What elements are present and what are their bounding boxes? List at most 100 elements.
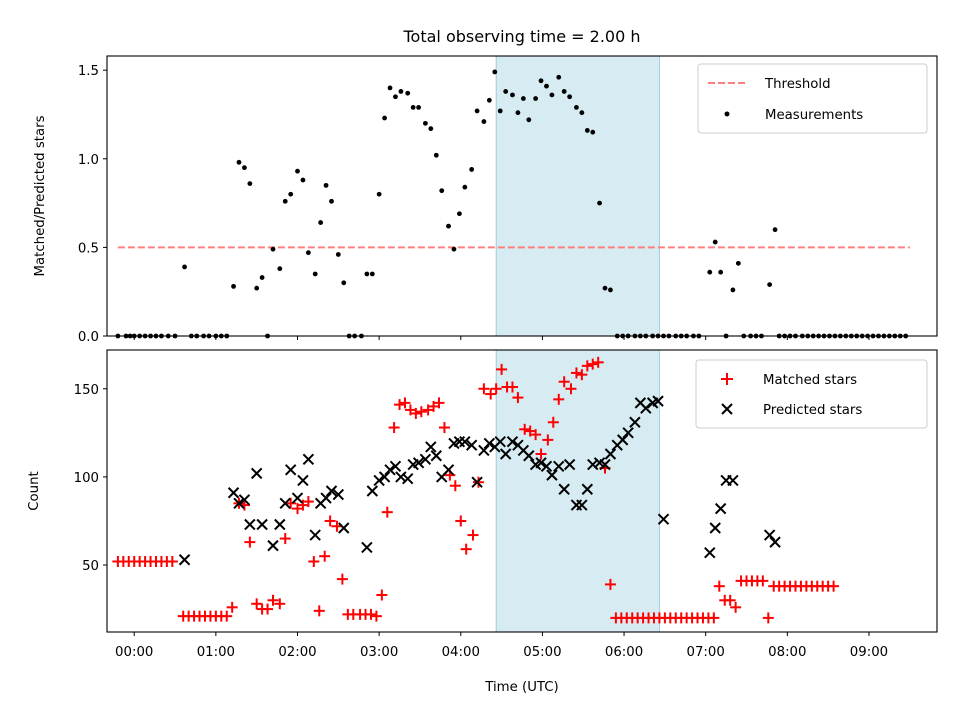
matched-star-point — [512, 392, 524, 404]
top-legend-box — [697, 63, 928, 134]
matched-star-point — [547, 416, 559, 428]
predicted-star-point — [553, 460, 565, 473]
measurement-point — [341, 280, 347, 286]
predicted-star-point — [320, 492, 332, 504]
measurement-point — [439, 188, 445, 194]
measurement-point — [712, 239, 718, 245]
matched-star-point — [460, 543, 472, 555]
matched-star-point — [244, 536, 256, 548]
measurement-point — [236, 159, 242, 165]
predicted-star-point — [178, 554, 191, 566]
bottom-shaded-span — [495, 349, 660, 633]
measurement-point — [277, 266, 283, 272]
predicted-star-point — [291, 492, 304, 504]
matched-star-point — [565, 383, 577, 395]
top-y-axis-label: Matched/Predicted stars — [33, 115, 48, 276]
measurement-point — [254, 285, 260, 291]
predicted-star-point — [430, 450, 442, 462]
bottom-axes-frame — [106, 349, 938, 633]
matched-star-point — [757, 575, 769, 587]
bottom-x-tick-label: 03:00 — [360, 645, 398, 660]
matched-star-point — [724, 594, 736, 606]
measurement-point — [405, 90, 411, 96]
measurement-point — [772, 227, 778, 233]
predicted-star-point — [244, 518, 256, 531]
measurement-point — [469, 167, 475, 172]
measurement-point — [288, 191, 294, 197]
measurement-point — [503, 89, 509, 94]
top-legend-measurements-swatch — [724, 111, 730, 117]
bottom-legend: Matched stars Predicted stars — [695, 359, 928, 429]
measurement-point — [300, 177, 306, 183]
predicted-star-point — [419, 453, 432, 465]
measurement-point — [574, 104, 579, 110]
bottom-x-tick-label: 06:00 — [605, 645, 643, 660]
predicted-star-point — [629, 416, 641, 428]
predicted-star-point — [499, 448, 512, 460]
measurement-point — [329, 198, 334, 204]
matched-star-point — [226, 601, 238, 613]
measurement-point — [520, 96, 526, 101]
measurement-point — [510, 92, 515, 98]
measurement-point — [556, 74, 562, 80]
matched-star-point — [438, 422, 450, 434]
bottom-x-axis-label: Time (UTC) — [484, 680, 559, 695]
measurement-point — [282, 198, 288, 204]
measurement-point — [492, 69, 498, 75]
measurement-point — [270, 246, 276, 252]
bottom-x-tick-label: 07:00 — [687, 645, 725, 660]
measurement-point — [767, 282, 773, 288]
measurement-point — [382, 115, 387, 121]
predicted-star-point — [332, 488, 345, 501]
bottom-y-axis: 50 100 150 — [74, 383, 107, 574]
matched-star-point — [490, 383, 502, 395]
matched-star-point — [455, 515, 467, 527]
top-panel: Total observing time = 2.00 h 0.0 0.5 1.0 1… — [33, 27, 938, 345]
matched-star-point — [279, 533, 291, 545]
top-axes-frame — [106, 55, 938, 337]
predicted-star-point — [506, 435, 519, 448]
matched-star-point — [485, 388, 497, 400]
predicted-star-point — [616, 434, 629, 446]
matched-star-point — [558, 376, 570, 388]
top-y-axis: 0.0 0.5 1.0 1.5 — [78, 64, 107, 345]
bottom-legend-matched-swatch — [721, 373, 733, 385]
predicted-star-point — [581, 483, 594, 495]
bottom-legend-predicted-swatch — [721, 403, 733, 415]
measurement-point — [446, 223, 451, 229]
matched-star-point — [267, 594, 279, 606]
matched-star-point — [828, 580, 840, 592]
predicted-star-point — [540, 460, 553, 473]
predicted-star-point — [256, 518, 268, 531]
bottom-marks — [112, 356, 840, 624]
measurement-point — [259, 275, 265, 280]
bottom-y-axis-label: Count — [27, 471, 42, 511]
measurement-point — [376, 191, 382, 197]
matched-star-point — [530, 429, 542, 441]
matched-star-point — [166, 556, 178, 567]
predicted-star-point — [233, 497, 245, 510]
predicted-star-point — [238, 494, 251, 506]
predicted-star-point — [576, 499, 588, 511]
predicted-star-point — [297, 474, 309, 487]
matched-star-point — [467, 529, 479, 541]
top-shaded-span — [495, 55, 660, 337]
predicted-star-point — [714, 502, 727, 515]
matched-star-point — [587, 358, 599, 370]
measurement-point — [451, 246, 457, 252]
matched-star-point — [730, 601, 742, 613]
measurement-point — [247, 181, 253, 186]
bottom-legend-box — [695, 359, 928, 429]
matched-star-point — [713, 580, 725, 592]
measurement-point — [433, 152, 439, 158]
matched-star-point — [592, 356, 604, 368]
predicted-star-point — [563, 458, 576, 471]
predicted-star-point — [657, 513, 670, 525]
predicted-star-point — [361, 541, 373, 554]
matched-star-point — [449, 480, 461, 492]
predicted-star-point — [478, 444, 490, 457]
bottom-x-tick-label: 00:00 — [115, 645, 153, 660]
measurement-point — [305, 250, 311, 256]
measurement-point — [515, 110, 521, 116]
predicted-star-point — [727, 474, 739, 487]
